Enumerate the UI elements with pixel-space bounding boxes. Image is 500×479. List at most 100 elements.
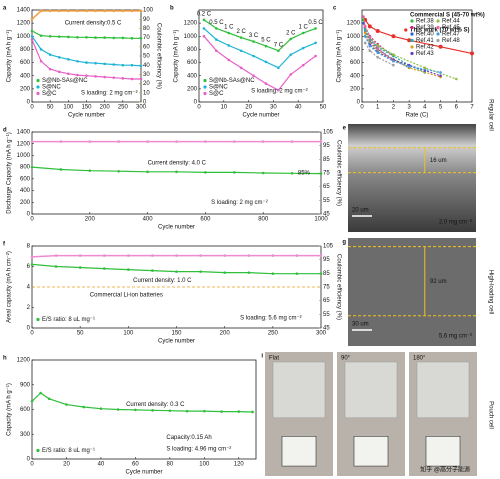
- data-point: [59, 140, 63, 143]
- y-tick-label: 1200: [17, 358, 31, 364]
- data-point: [146, 140, 149, 143]
- series-line: [364, 26, 457, 80]
- annotation: Current density:0.5 C: [65, 20, 122, 26]
- y-axis-label: Capacity (mA h g⁻¹): [7, 383, 13, 436]
- data-point: [271, 254, 275, 257]
- data-point: [78, 266, 82, 269]
- y-tick-label: 600: [20, 60, 31, 66]
- sem-image: [348, 238, 476, 346]
- data-point: [102, 267, 106, 270]
- data-point: [139, 77, 143, 81]
- y-tick-label: 2: [27, 305, 31, 311]
- data-point: [277, 66, 280, 70]
- rate-label: 1 C: [224, 25, 234, 31]
- legend-symbol: [203, 78, 207, 83]
- data-point: [227, 58, 231, 62]
- x-tick-label: 10: [220, 105, 227, 111]
- data-point: [368, 36, 372, 39]
- y2-axis-label: Coulombic efficiency (%): [155, 23, 161, 89]
- legend-symbol: [436, 32, 440, 36]
- data-point: [233, 140, 236, 143]
- y2-tick-label: 70: [143, 35, 150, 41]
- data-point: [319, 172, 323, 175]
- plot-frame: [198, 9, 324, 103]
- data-point: [30, 38, 34, 41]
- y2-tick-label: 40: [143, 63, 150, 69]
- data-point: [88, 169, 92, 172]
- legend-label: Ref.43: [416, 51, 434, 57]
- rate-label: 2 C: [236, 29, 246, 35]
- data-point: [363, 28, 367, 32]
- x-tick-label: 150: [171, 331, 182, 337]
- data-point: [76, 73, 79, 77]
- legend-symbol: [36, 448, 40, 453]
- y2-axis-label: Coulombic efficiency (%): [335, 254, 341, 320]
- data-point: [130, 77, 134, 81]
- legend-label: Ref.47: [442, 32, 460, 38]
- data-point: [295, 272, 299, 275]
- data-point: [57, 9, 61, 13]
- data-point: [30, 399, 34, 403]
- data-point: [39, 391, 42, 395]
- data-point: [130, 9, 134, 13]
- annotation: Current density: 4.0 C: [148, 161, 207, 167]
- y-tick-label: 400: [187, 73, 198, 79]
- y2-tick-label: 0: [143, 100, 147, 106]
- data-point: [112, 63, 116, 66]
- x-tick-label: 20: [63, 462, 70, 468]
- data-point: [319, 140, 323, 143]
- data-point: [121, 63, 125, 67]
- y2-tick-label: 105: [323, 130, 334, 136]
- data-point: [215, 27, 218, 30]
- data-point: [54, 254, 58, 257]
- data-point: [175, 254, 178, 257]
- data-point: [94, 36, 97, 39]
- data-point: [247, 271, 251, 274]
- x-tick-label: 0: [30, 462, 34, 468]
- data-point: [130, 63, 134, 67]
- legend-symbol: [436, 19, 440, 23]
- pouch-cell: [416, 361, 470, 419]
- data-point: [239, 49, 243, 53]
- x-tick-label: 400: [143, 217, 154, 223]
- legend-label: Ref.44: [442, 19, 460, 25]
- data-point: [264, 44, 268, 48]
- data-point: [175, 170, 178, 174]
- x-tick-label: 150: [81, 105, 92, 111]
- legend-symbol: [410, 25, 414, 30]
- x-axis-label: Cycle number: [158, 339, 195, 345]
- data-point: [252, 74, 255, 78]
- data-point: [30, 263, 34, 266]
- data-point: [363, 41, 367, 45]
- x-tick-label: 300: [316, 331, 327, 337]
- sem-image: [348, 124, 476, 232]
- data-point: [48, 34, 52, 38]
- rate-label: 0.5 C: [308, 20, 323, 26]
- legend-symbol: [203, 91, 207, 96]
- annotation: S loading: 4.96 mg cm⁻²: [166, 447, 231, 453]
- x-tick-label: 2: [392, 105, 396, 111]
- y-tick-label: 8: [27, 244, 31, 250]
- legend-label: E/S ratio: 8 uL mg⁻¹: [42, 448, 95, 454]
- y2-tick-label: 85: [323, 271, 330, 277]
- y-tick-label: 0: [27, 100, 31, 106]
- series-line: [31, 39, 141, 80]
- watermark: 知乎 @高分子能源: [420, 466, 470, 474]
- x-tick-label: 7: [470, 105, 474, 111]
- data-point: [85, 74, 88, 78]
- data-point: [57, 56, 61, 59]
- data-point: [392, 53, 395, 56]
- legend-label: Ref.40: [416, 32, 434, 38]
- legend-symbol: [36, 78, 40, 83]
- data-point: [48, 9, 52, 13]
- data-point: [239, 66, 243, 70]
- panel-label: g: [342, 240, 346, 246]
- data-point: [271, 272, 275, 275]
- y2-tick-label: 45: [323, 212, 330, 218]
- legend-symbol: [36, 91, 40, 96]
- x-axis-label: Cycle number: [68, 113, 105, 119]
- y2-tick-label: 60: [143, 44, 150, 50]
- y-tick-label: 1200: [347, 21, 361, 27]
- data-point: [82, 405, 85, 409]
